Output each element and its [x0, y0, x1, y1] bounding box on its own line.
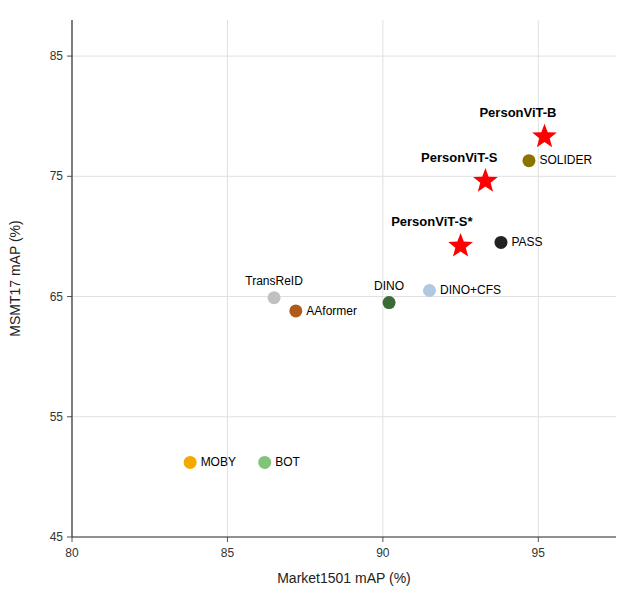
tick-y — [67, 176, 72, 177]
star-point — [473, 168, 498, 192]
point-label: PersonViT-S — [421, 150, 498, 165]
point-label: BOT — [275, 455, 300, 469]
point-label: TransReID — [245, 274, 303, 288]
circle-point — [184, 456, 197, 469]
star-point — [448, 233, 473, 257]
tick-label-y: 45 — [50, 530, 64, 544]
tick-label-y: 75 — [50, 169, 64, 183]
tick-y — [67, 56, 72, 57]
x-axis-label: Market1501 mAP (%) — [277, 570, 411, 586]
tick-label-y: 65 — [50, 290, 64, 304]
star-point — [532, 124, 557, 148]
tick-label-x: 95 — [532, 546, 546, 560]
circle-point — [383, 296, 396, 309]
point-label: DINO+CFS — [440, 283, 501, 297]
tick-label-y: 85 — [50, 49, 64, 63]
grid — [72, 20, 616, 537]
circle-point — [494, 236, 507, 249]
tick-x — [382, 537, 383, 542]
grid-line-y — [72, 176, 616, 177]
grid-line-y — [72, 296, 616, 297]
point-labels: PersonViT-B PersonViT-S PersonViT-S* SOLIDE… — [201, 105, 593, 469]
grid-line-y — [72, 537, 616, 538]
circle-point — [289, 304, 302, 317]
ticks: 80 85 90 95 45 55 65 75 85 — [50, 49, 546, 560]
x-axis — [72, 536, 616, 537]
y-axis-label: MSMT17 mAP (%) — [7, 220, 23, 336]
point-label: PersonViT-B — [479, 105, 556, 120]
grid-line-y — [72, 56, 616, 57]
points — [184, 124, 557, 469]
point-label: AAformer — [306, 304, 357, 318]
point-label: MOBY — [201, 455, 236, 469]
tick-label-x: 90 — [376, 546, 390, 560]
circle-point — [268, 291, 281, 304]
circle-point — [423, 284, 436, 297]
grid-line-y — [72, 416, 616, 417]
y-axis — [71, 20, 72, 537]
circle-point — [522, 154, 535, 167]
point-label: DINO — [374, 279, 404, 293]
tick-y — [67, 537, 72, 538]
circle-point — [258, 456, 271, 469]
tick-y — [67, 416, 72, 417]
tick-label-x: 85 — [221, 546, 235, 560]
tick-label-y: 55 — [50, 410, 64, 424]
grid-line-x — [72, 20, 73, 537]
tick-x — [227, 537, 228, 542]
point-label: PASS — [511, 235, 542, 249]
tick-x — [72, 537, 73, 542]
tick-x — [538, 537, 539, 542]
point-label: SOLIDER — [539, 153, 592, 167]
tick-label-x: 80 — [65, 546, 79, 560]
tick-y — [67, 296, 72, 297]
point-label: PersonViT-S* — [391, 214, 473, 229]
chart: 80 85 90 95 45 55 65 75 85 Market1501 mAP (%) MSMT… — [0, 0, 640, 599]
grid-line-x — [538, 20, 539, 537]
